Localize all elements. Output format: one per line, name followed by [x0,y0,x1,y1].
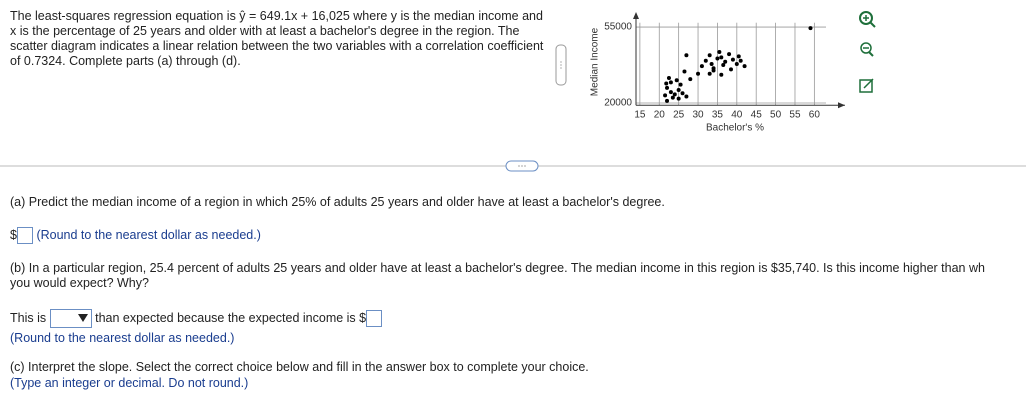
panel-handle[interactable] [555,44,567,86]
answer-b-row: This is than expected because the expect… [10,309,383,328]
x-tick-label: 30 [692,110,704,121]
data-point [674,78,679,83]
x-axis-label: Bachelor's % [706,123,764,134]
data-point [719,55,724,60]
answer-prefix: This is [10,310,47,325]
question-b-line: you would expect? Why? [10,276,149,290]
data-point [676,88,681,93]
data-point [709,61,714,66]
data-point [684,53,689,58]
x-tick-label: 15 [634,110,646,121]
data-point [668,90,673,95]
answer-a-row: $ (Round to the nearest dollar as needed… [10,227,261,244]
data-point [727,52,732,57]
data-point [676,96,681,101]
data-point [668,80,673,85]
data-point [688,77,693,82]
y-tick-label: 55000 [604,22,632,33]
zoom-out[interactable] [860,42,874,57]
data-point [734,61,739,66]
y-axis-arrow [633,12,639,19]
question-c: (c) Interpret the slope. Select the corr… [10,360,589,374]
handle-dots: ··· [518,160,527,170]
divider-handle[interactable] [505,160,539,172]
y-axis-label: Median Income [590,27,601,96]
data-point [715,56,720,61]
data-point [738,58,743,63]
data-point [670,95,675,100]
data-point [696,71,701,76]
hint: (Round to the nearest dollar as needed.) [10,331,235,345]
data-point [663,93,668,98]
data-point [742,64,747,69]
answer-box[interactable] [366,310,383,327]
data-point [808,26,813,31]
data-point [736,54,741,59]
x-tick-label: 45 [751,110,763,121]
currency: $ [10,227,17,242]
data-point [664,81,669,86]
data-point [699,64,704,69]
data-point [721,63,726,68]
hint: (Type an integer or decimal. Do not roun… [10,376,249,390]
data-point [703,58,708,63]
question-a: (a) Predict the median income of a regio… [10,195,665,209]
data-point [678,82,683,87]
data-point [707,53,712,58]
data-point [665,85,670,90]
question-b-line: (b) In a particular region, 25.4 percent… [10,261,985,275]
y-tick-label: 20000 [604,98,632,109]
x-axis-arrow [838,102,845,109]
answer-middle: than expected because the expected incom… [95,310,367,325]
hint: (Round to the nearest dollar as needed.) [36,227,261,242]
data-point [680,91,685,96]
intro-text: The least-squares regression equation is… [10,9,544,68]
x-tick-label: 25 [673,110,685,121]
handle-dots: ··· [557,61,567,70]
data-point [723,59,728,64]
data-point [666,76,671,81]
x-tick-label: 60 [809,110,821,121]
data-point [729,67,733,72]
data-point [719,72,724,77]
pop-out[interactable] [859,78,874,93]
data-point [711,68,716,73]
x-tick-label: 50 [770,110,782,121]
x-tick-label: 55 [789,110,801,121]
zoom-in[interactable] [859,11,876,28]
x-tick-label: 35 [712,110,724,121]
data-point [665,98,670,103]
data-point [717,50,722,55]
data-point [672,92,677,97]
dropdown[interactable] [49,309,92,328]
data-point [682,69,687,74]
data-point [730,57,735,62]
x-tick-label: 40 [731,110,743,121]
x-tick-label: 20 [654,110,666,121]
answer-box[interactable] [16,227,33,244]
data-point [707,71,712,76]
data-point [684,94,689,99]
